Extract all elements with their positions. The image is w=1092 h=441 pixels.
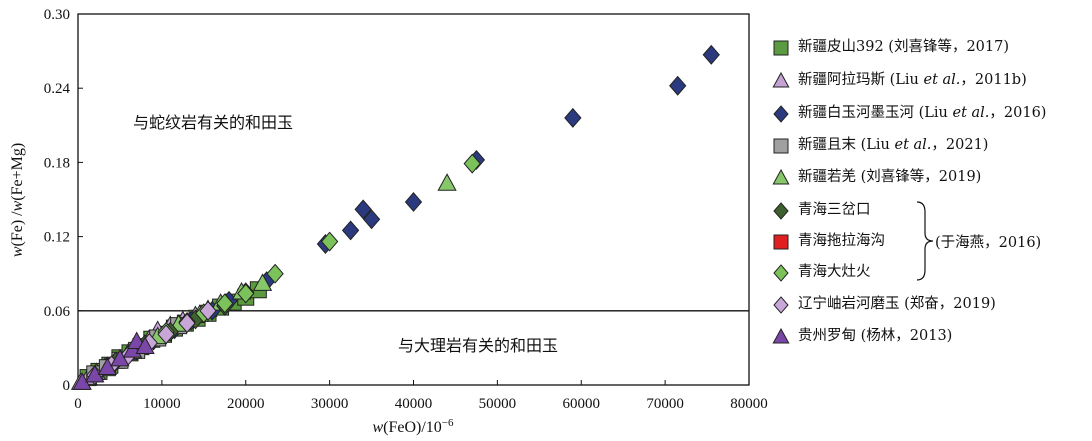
data-point-series-2 — [669, 75, 687, 96]
legend-marker — [773, 264, 789, 282]
x-tick-label: 20000 — [227, 396, 265, 412]
data-point-series-9 — [97, 357, 118, 375]
legend-swatch — [773, 234, 789, 250]
legend-marker — [773, 40, 789, 56]
x-tick-label: 10000 — [143, 396, 181, 412]
data-point-series-2 — [564, 107, 582, 128]
legend-label: 青海大灶火 — [798, 264, 871, 280]
legend-label: 新疆阿拉玛斯 (Liu et al.，2011b) — [798, 72, 1027, 88]
data-point-series-8 — [157, 324, 175, 345]
annotation-marble: 与大理岩有关的和田玉 — [398, 336, 558, 355]
scatter-chart: 0 10000 20000 30000 40000 50000 60000 70000 8000… — [9, 7, 768, 436]
legend-marker — [772, 169, 790, 185]
y-tick-label: 0.12 — [44, 230, 70, 246]
x-tick-label: 50000 — [479, 396, 517, 412]
legend-swatch — [773, 105, 789, 123]
data-point-series-7 — [216, 293, 234, 314]
data-point-series-2 — [702, 44, 720, 65]
x-tick-label: 70000 — [646, 396, 684, 412]
legend-swatch — [772, 72, 790, 88]
data-point-series-2 — [354, 199, 372, 220]
legend-swatch — [773, 40, 789, 56]
data-point-series-2 — [404, 192, 423, 212]
legend-marker — [773, 234, 789, 250]
data-point-series-9 — [110, 348, 130, 367]
legend-brace — [916, 201, 934, 281]
x-axis-label: w(FeO)/10−6 — [372, 417, 454, 436]
legend-swatch — [773, 138, 789, 154]
data-point-series-7 — [320, 231, 339, 252]
y-tick-label: 0.06 — [44, 304, 71, 320]
legend-marker — [773, 105, 789, 123]
x-tick-label: 30000 — [311, 396, 349, 412]
legend-label: 辽宁岫岩河磨玉 (郑奋，2019) — [798, 296, 996, 312]
data-point-series-4 — [437, 173, 457, 191]
y-tick-label: 0.24 — [44, 81, 71, 97]
data-point-series-8 — [199, 300, 217, 321]
brace-label: (于海燕，2016) — [935, 235, 1042, 251]
legend-label: 新疆且末 (Liu et al.，2021) — [798, 137, 989, 153]
data-point-series-7 — [266, 263, 284, 284]
legend-label: 青海拖拉海沟 — [798, 233, 885, 249]
x-tick-label: 60000 — [563, 396, 601, 412]
y-tick-label: 0.30 — [44, 7, 70, 23]
legend-swatch — [773, 202, 789, 220]
y-tick-label: 0 — [63, 378, 71, 394]
legend-label: 贵州罗甸 (杨林，2013) — [798, 328, 953, 344]
legend-marker — [773, 138, 789, 154]
legend-swatch — [772, 328, 790, 344]
x-tick-label: 40000 — [395, 396, 433, 412]
data-point-series-2 — [362, 209, 381, 230]
data-point-series-7 — [463, 153, 481, 174]
legend-swatch — [772, 169, 790, 185]
y-tick-label: 0.18 — [44, 155, 70, 171]
legend-label: 新疆皮山392 (刘喜锋等，2017) — [798, 39, 1009, 55]
legend-marker — [773, 202, 789, 220]
legend-label: 青海三岔口 — [798, 202, 871, 218]
annotation-serpentinite: 与蛇纹岩有关的和田玉 — [133, 113, 293, 132]
legend-swatch — [773, 296, 789, 314]
data-point-series-2 — [341, 220, 360, 241]
legend-label: 新疆白玉河墨玉河 (Liu et al.，2016) — [798, 105, 1047, 121]
data-point-series-4 — [252, 273, 273, 291]
data-point-series-8 — [178, 313, 196, 334]
legend-swatch — [773, 264, 789, 282]
legend-marker — [772, 72, 790, 88]
x-tick-label: 0 — [74, 396, 82, 412]
legend-marker — [772, 328, 790, 344]
data-point-series-9 — [135, 336, 155, 354]
x-tick-label: 80000 — [730, 396, 768, 412]
y-axis-label: w(Fe) /w(Fe+Mg) — [9, 143, 26, 257]
data-point-series-7 — [237, 283, 255, 304]
legend-label: 新疆若羌 (刘喜锋等，2019) — [798, 169, 982, 185]
legend-marker — [773, 296, 789, 314]
